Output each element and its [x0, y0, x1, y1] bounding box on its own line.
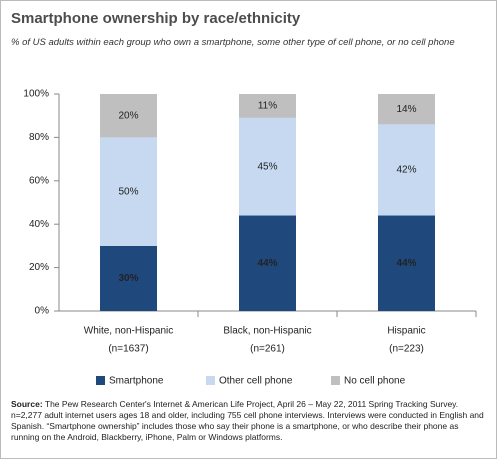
chart-title: Smartphone ownership by race/ethnicity: [11, 10, 301, 27]
x-tick-sublabel: (n=261): [250, 344, 285, 355]
bar-segment: [378, 94, 435, 125]
y-tick-label: 20%: [29, 262, 49, 273]
x-tick-sublabel: (n=223): [389, 344, 424, 355]
chart-subtitle: % of US adults within each group who own…: [11, 37, 455, 48]
bar-segment: [100, 137, 157, 246]
value-label: 14%: [396, 104, 416, 115]
y-tick-label: 40%: [29, 219, 49, 230]
legend-label: No cell phone: [344, 376, 406, 387]
value-label: 20%: [118, 110, 138, 121]
legend-swatch: [206, 376, 215, 385]
value-label: 44%: [257, 258, 277, 269]
bar-segment: [239, 215, 296, 311]
legend-label: Other cell phone: [219, 376, 293, 387]
bar-segment: [378, 124, 435, 216]
x-tick-sublabel: (n=1637): [108, 344, 148, 355]
y-tick-label: 100%: [23, 89, 49, 100]
source-note: Source: The Pew Research Center's Intern…: [11, 399, 489, 443]
bar-segment: [100, 94, 157, 138]
legend-swatch: [96, 376, 105, 385]
bar-segment: [378, 215, 435, 311]
bar-segment: [239, 117, 296, 216]
y-tick-label: 80%: [29, 132, 49, 143]
x-tick-label: White, non-Hispanic: [84, 326, 173, 337]
value-label: 50%: [118, 186, 138, 197]
value-label: 42%: [396, 165, 416, 176]
legend-swatch: [331, 376, 340, 385]
x-tick-label: Hispanic: [387, 326, 425, 337]
bar-segment: [239, 94, 296, 118]
source-text: The Pew Research Center's Internet & Ame…: [11, 399, 484, 442]
bar-segment: [100, 245, 157, 311]
legend-label: Smartphone: [109, 376, 164, 387]
source-label: Source:: [11, 399, 43, 409]
x-tick-label: Black, non-Hispanic: [223, 326, 311, 337]
value-label: 45%: [257, 161, 277, 172]
value-label: 30%: [118, 273, 138, 284]
y-tick-label: 60%: [29, 175, 49, 186]
value-label: 11%: [258, 101, 277, 112]
value-label: 44%: [396, 258, 416, 269]
y-tick-label: 0%: [35, 306, 50, 317]
